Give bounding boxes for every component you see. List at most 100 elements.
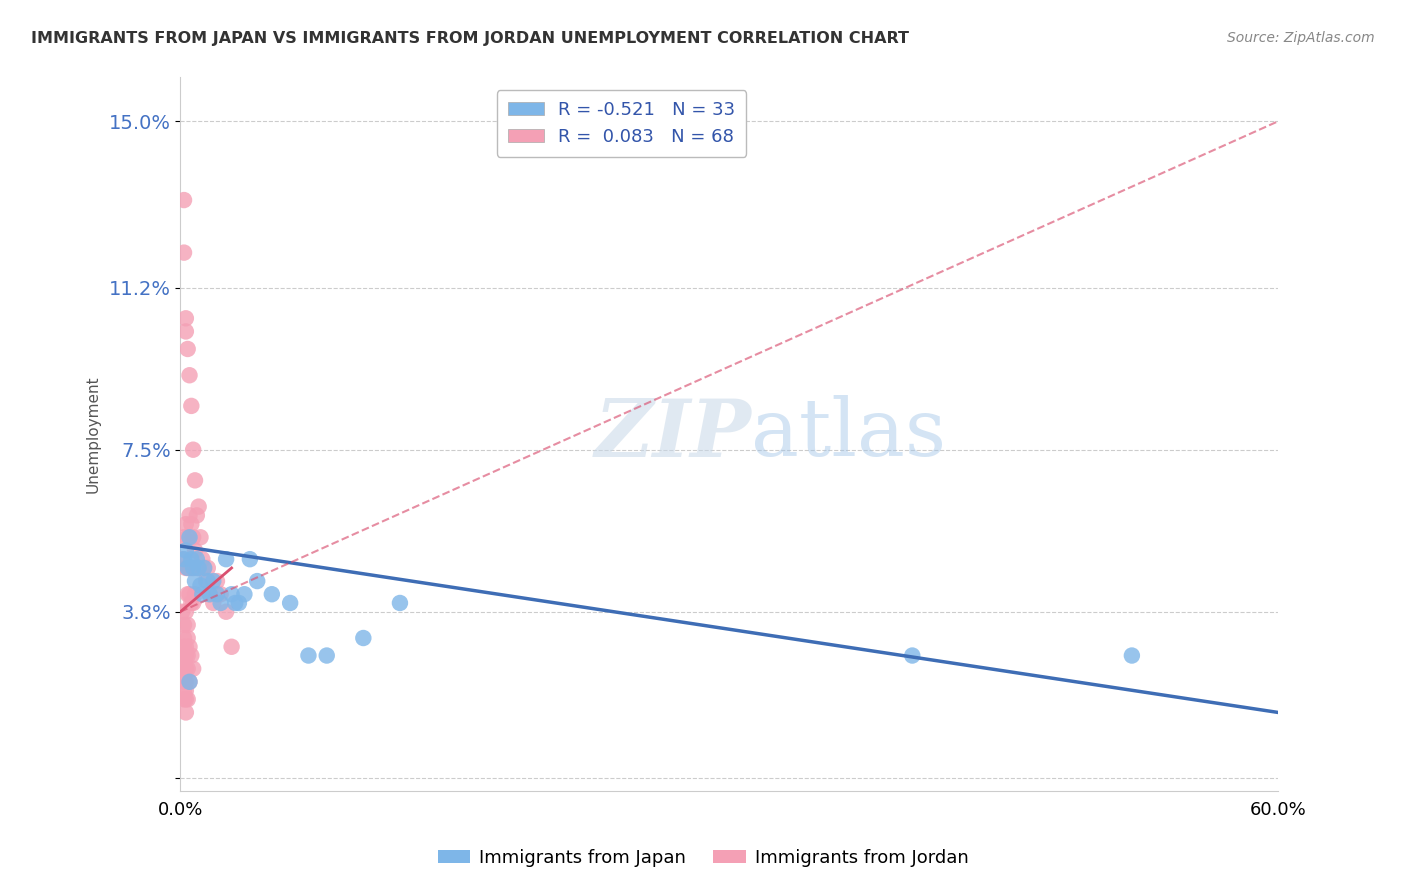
Point [315,648,337,663]
Point [187,561,209,575]
Point [179,530,201,544]
Point [176,342,198,356]
Point [174,325,197,339]
Legend: R = -0.521   N = 33, R =  0.083   N = 68: R = -0.521 N = 33, R = 0.083 N = 68 [496,90,747,157]
Point [173,530,195,544]
Point [278,596,301,610]
Point [202,574,225,588]
Point [172,552,194,566]
Point [173,631,195,645]
Point [187,500,209,514]
Point [173,552,195,566]
Point [180,517,202,532]
Point [173,245,195,260]
Point [174,561,197,575]
Point [191,587,214,601]
Point [224,596,246,610]
Point [174,648,197,663]
Point [1121,648,1143,663]
Point [352,631,374,645]
Point [173,648,195,663]
Point [181,442,204,457]
Point [209,596,232,610]
Point [174,605,197,619]
Point [198,587,221,601]
Point [174,640,197,654]
Legend: Immigrants from Japan, Immigrants from Jordan: Immigrants from Japan, Immigrants from J… [430,842,976,874]
Point [180,552,202,566]
Point [179,561,201,575]
Point [233,587,256,601]
Point [209,587,232,601]
Point [174,662,197,676]
Point [202,596,225,610]
Point [190,530,212,544]
Point [176,631,198,645]
Point [197,574,219,588]
Point [187,561,209,575]
Point [181,530,204,544]
Point [176,561,198,575]
Point [186,552,208,566]
Point [174,543,197,558]
Point [193,561,215,575]
Point [180,561,202,575]
Point [228,596,250,610]
Point [179,587,201,601]
Point [197,561,219,575]
Point [179,368,201,383]
Point [180,596,202,610]
Point [221,640,243,654]
Point [173,662,195,676]
Point [176,692,198,706]
Point [190,578,212,592]
Point [174,311,197,326]
Y-axis label: Unemployment: Unemployment [86,376,100,493]
Point [174,706,197,720]
Point [901,648,924,663]
Point [173,692,195,706]
Point [181,561,204,575]
Point [181,561,204,575]
Point [184,574,207,588]
Point [193,561,215,575]
Point [186,508,208,523]
Point [246,574,269,588]
Point [179,508,201,523]
Point [194,574,217,588]
Point [173,640,195,654]
Point [215,552,238,566]
Point [172,605,194,619]
Point [176,662,198,676]
Point [173,674,195,689]
Point [186,561,208,575]
Text: IMMIGRANTS FROM JAPAN VS IMMIGRANTS FROM JORDAN UNEMPLOYMENT CORRELATION CHART: IMMIGRANTS FROM JAPAN VS IMMIGRANTS FROM… [31,31,908,46]
Point [180,648,202,663]
Point [176,530,198,544]
Point [191,552,214,566]
Point [176,618,198,632]
Point [198,587,221,601]
Point [174,517,197,532]
Point [181,596,204,610]
Point [179,640,201,654]
Point [184,543,207,558]
Point [173,683,195,698]
Point [179,674,201,689]
Point [205,574,228,588]
Point [205,587,228,601]
Point [184,587,207,601]
Text: ZIP: ZIP [595,396,751,473]
Text: atlas: atlas [751,395,946,474]
Point [173,193,195,207]
Point [388,596,411,610]
Point [180,399,202,413]
Point [174,674,197,689]
Point [239,552,262,566]
Point [297,648,319,663]
Point [221,587,243,601]
Point [174,683,197,698]
Point [176,561,198,575]
Point [173,618,195,632]
Point [179,674,201,689]
